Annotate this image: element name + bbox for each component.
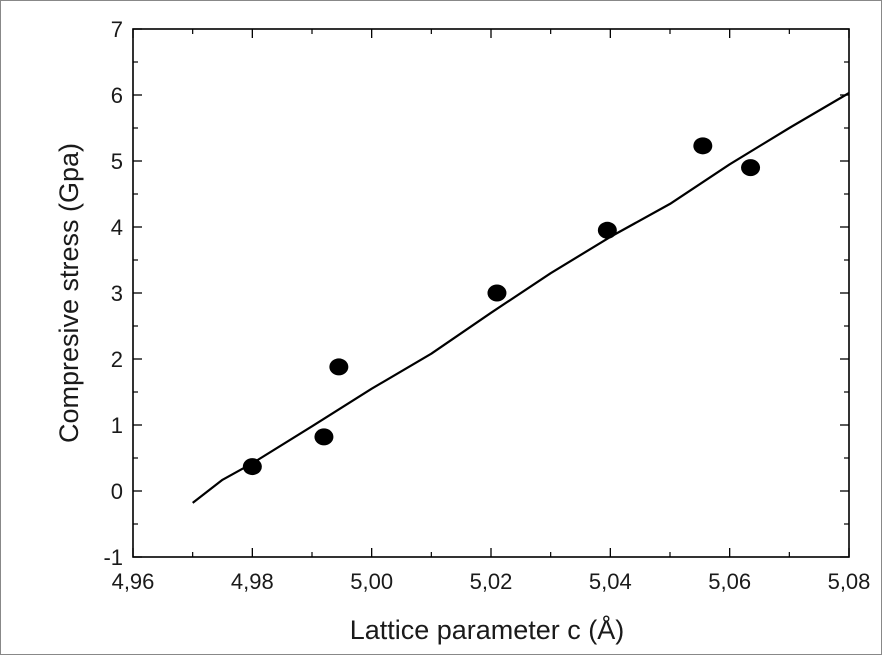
data-point xyxy=(314,428,334,446)
y-tick-label: 7 xyxy=(111,17,123,42)
x-tick-label: 5,04 xyxy=(589,569,632,594)
data-point xyxy=(693,137,713,155)
y-tick-label: 5 xyxy=(111,149,123,174)
data-point xyxy=(329,358,349,376)
ticks-layer: 4,96 4,98 5,00 5,02 5,04 5,06 5,08 -1 0 1 2 3 4 5 6 7 xyxy=(103,17,870,594)
x-tick-label: 5,00 xyxy=(350,569,393,594)
y-tick-label: 2 xyxy=(111,347,123,372)
x-tick-label: 5,06 xyxy=(708,569,751,594)
data-point xyxy=(242,458,262,476)
data-point xyxy=(487,284,507,302)
line-layer xyxy=(192,92,850,504)
x-tick-label: 5,02 xyxy=(470,569,513,594)
data-point xyxy=(597,221,617,239)
fit-line xyxy=(192,92,850,504)
y-tick-label: 6 xyxy=(111,83,123,108)
y-axis-label: Compresive stress (Gpa) xyxy=(54,143,84,443)
y-tick-label: 3 xyxy=(111,281,123,306)
y-tick-label: 1 xyxy=(111,413,123,438)
data-point xyxy=(741,159,761,177)
x-axis-label: Lattice parameter c (Å) xyxy=(350,614,625,645)
y-tick-label: -1 xyxy=(103,545,123,570)
x-tick-label: 5,08 xyxy=(828,569,871,594)
x-tick-label: 4,98 xyxy=(231,569,274,594)
points-layer xyxy=(242,137,761,476)
y-tick-label: 4 xyxy=(111,215,123,240)
x-tick-label: 4,96 xyxy=(112,569,155,594)
y-tick-label: 0 xyxy=(111,479,123,504)
